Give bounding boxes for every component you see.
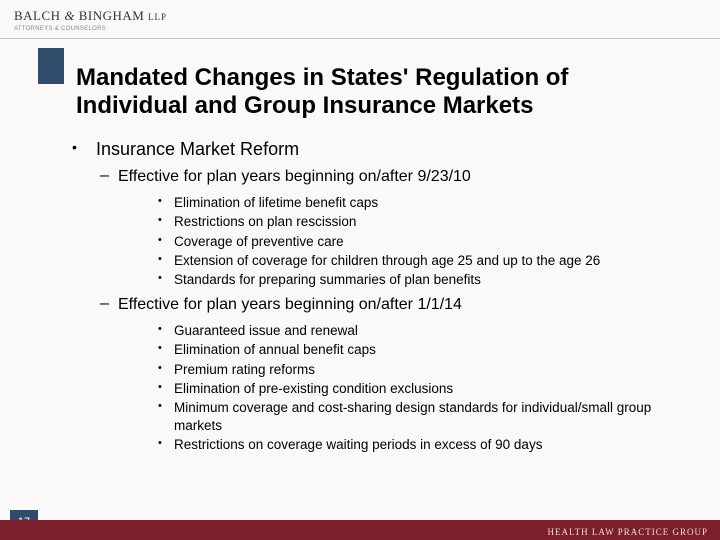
bullet-dot: • <box>158 271 174 286</box>
level2-heading: Effective for plan years beginning on/af… <box>118 167 471 188</box>
firm-logo: BALCH & BINGHAM LLP <box>14 8 167 24</box>
item-text: Restrictions on coverage waiting periods… <box>174 436 680 454</box>
bullet-dot: • <box>72 138 96 156</box>
list-item: •Standards for preparing summaries of pl… <box>158 271 680 289</box>
list-item: •Restrictions on plan rescission <box>158 213 680 231</box>
logo-subtitle: ATTORNEYS & COUNSELORS <box>14 26 106 32</box>
list-item: •Restrictions on coverage waiting period… <box>158 436 680 454</box>
bullet-dot: • <box>158 436 174 451</box>
slide-title: Mandated Changes in States' Regulation o… <box>76 64 690 119</box>
bullet-dash: – <box>100 295 118 313</box>
bullet-dot: • <box>158 252 174 267</box>
list-item: •Guaranteed issue and renewal <box>158 322 680 340</box>
list-item: •Minimum coverage and cost-sharing desig… <box>158 399 680 435</box>
bullet-dot: • <box>158 194 174 209</box>
item-text: Elimination of pre-existing condition ex… <box>174 380 680 398</box>
item-text: Elimination of lifetime benefit caps <box>174 194 680 212</box>
list-item: •Elimination of annual benefit caps <box>158 341 680 359</box>
slide-content: • Insurance Market Reform – Effective fo… <box>72 138 680 461</box>
logo-main: BALCH & BINGHAM <box>14 8 144 23</box>
title-line-2: Individual and Group Insurance Markets <box>76 92 533 119</box>
level2-heading: Effective for plan years beginning on/af… <box>118 295 462 316</box>
bullet-dot: • <box>158 361 174 376</box>
outline-level2: – Effective for plan years beginning on/… <box>100 295 680 316</box>
footer-practice-group: HEALTH LAW PRACTICE GROUP <box>547 527 708 537</box>
logo-suffix: LLP <box>148 12 167 22</box>
title-accent-block <box>38 48 64 84</box>
level3-group: •Elimination of lifetime benefit caps •R… <box>158 194 680 289</box>
outline-level1: • Insurance Market Reform <box>72 138 680 161</box>
bullet-dot: • <box>158 322 174 337</box>
list-item: •Elimination of lifetime benefit caps <box>158 194 680 212</box>
bullet-dot: • <box>158 341 174 356</box>
list-item: •Elimination of pre-existing condition e… <box>158 380 680 398</box>
slide-footer: HEALTH LAW PRACTICE GROUP <box>0 520 720 540</box>
bullet-dot: • <box>158 380 174 395</box>
bullet-dot: • <box>158 213 174 228</box>
item-text: Extension of coverage for children throu… <box>174 252 680 270</box>
outline-level2: – Effective for plan years beginning on/… <box>100 167 680 188</box>
header-rule <box>0 38 720 39</box>
level3-group: •Guaranteed issue and renewal •Eliminati… <box>158 322 680 455</box>
item-text: Restrictions on plan rescission <box>174 213 680 231</box>
item-text: Standards for preparing summaries of pla… <box>174 271 680 289</box>
title-line-1: Mandated Changes in States' Regulation o… <box>76 64 568 91</box>
item-text: Minimum coverage and cost-sharing design… <box>174 399 680 435</box>
level1-text: Insurance Market Reform <box>96 138 299 161</box>
item-text: Elimination of annual benefit caps <box>174 341 680 359</box>
bullet-dash: – <box>100 167 118 185</box>
item-text: Premium rating reforms <box>174 361 680 379</box>
slide-header: BALCH & BINGHAM LLP ATTORNEYS & COUNSELO… <box>0 0 720 68</box>
list-item: •Premium rating reforms <box>158 361 680 379</box>
bullet-dot: • <box>158 233 174 248</box>
bullet-dot: • <box>158 399 174 414</box>
item-text: Coverage of preventive care <box>174 233 680 251</box>
list-item: •Extension of coverage for children thro… <box>158 252 680 270</box>
list-item: •Coverage of preventive care <box>158 233 680 251</box>
item-text: Guaranteed issue and renewal <box>174 322 680 340</box>
